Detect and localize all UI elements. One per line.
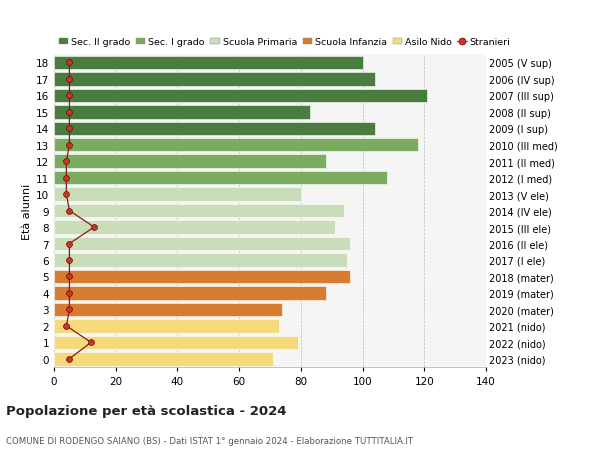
Point [62, 323, 71, 330]
Bar [54, 221, 335, 234]
Point [65, 76, 74, 84]
Point [62, 191, 71, 198]
Point [65, 125, 74, 133]
Point [62, 158, 71, 166]
Bar [54, 56, 362, 70]
Bar [54, 172, 387, 185]
Bar [54, 254, 347, 267]
Point [65, 241, 74, 248]
Bar [54, 237, 350, 251]
Bar [54, 270, 350, 284]
Bar [54, 90, 427, 103]
Point [65, 142, 74, 149]
Bar [54, 155, 326, 168]
Point [65, 109, 74, 116]
Point [65, 60, 74, 67]
Point [65, 290, 74, 297]
Bar [54, 139, 418, 152]
Bar [54, 319, 279, 333]
Y-axis label: Età alunni: Età alunni [22, 183, 32, 239]
Legend: Sec. II grado, Sec. I grado, Scuola Primaria, Scuola Infanzia, Asilo Nido, Stran: Sec. II grado, Sec. I grado, Scuola Prim… [59, 38, 511, 47]
Point [89, 224, 99, 231]
Text: COMUNE DI RODENGO SAIANO (BS) - Dati ISTAT 1° gennaio 2024 - Elaborazione TUTTIT: COMUNE DI RODENGO SAIANO (BS) - Dati IST… [6, 436, 413, 445]
Bar [54, 188, 301, 202]
Bar [54, 122, 375, 136]
Bar [54, 204, 344, 218]
Bar [54, 106, 310, 119]
Bar [54, 336, 298, 349]
Point [65, 273, 74, 280]
Point [65, 257, 74, 264]
Point [65, 306, 74, 313]
Point [65, 207, 74, 215]
Bar [54, 352, 273, 366]
Point [65, 92, 74, 100]
Bar [54, 73, 375, 86]
Point [86, 339, 96, 346]
Point [62, 174, 71, 182]
Bar [54, 303, 283, 316]
Bar [54, 286, 326, 300]
Point [65, 355, 74, 363]
Text: Popolazione per età scolastica - 2024: Popolazione per età scolastica - 2024 [6, 404, 287, 417]
